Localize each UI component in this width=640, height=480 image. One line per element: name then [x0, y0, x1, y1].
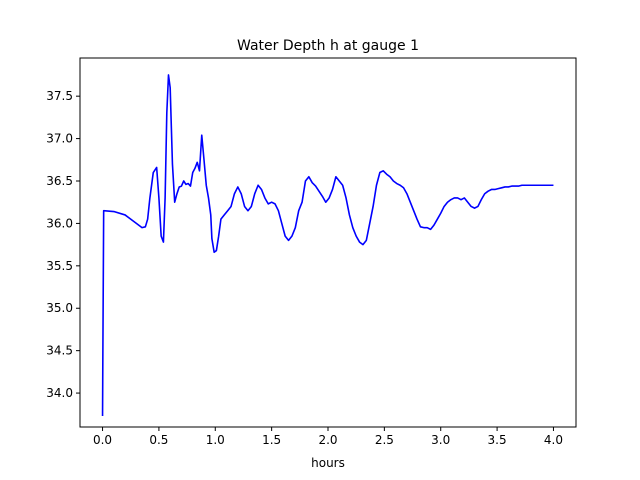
y-tick-label: 37.5 — [46, 89, 73, 103]
y-tick-label: 35.5 — [46, 259, 73, 273]
x-tick-label: 3.0 — [431, 433, 450, 447]
x-tick-label: 2.5 — [375, 433, 394, 447]
x-axis: 0.0 0.5 1.0 1.5 2.0 2.5 3.0 3.5 4.0 — [93, 427, 563, 447]
axes-frame — [79, 57, 577, 428]
y-tick-label: 35.0 — [46, 301, 73, 315]
x-tick-label: 1.5 — [262, 433, 281, 447]
x-tick-label: 1.0 — [206, 433, 225, 447]
y-tick-label: 37.0 — [46, 132, 73, 146]
chart-title: Water Depth h at gauge 1 — [237, 38, 419, 54]
series-line-0 — [101, 74, 554, 416]
x-axis-label: hours — [311, 456, 345, 470]
x-tick-label: 3.5 — [488, 433, 507, 447]
y-tick-label: 34.5 — [46, 344, 73, 358]
y-tick-label: 34.0 — [46, 386, 73, 400]
x-tick-label: 0.5 — [149, 433, 168, 447]
y-tick-label: 36.5 — [46, 174, 73, 188]
x-tick-label: 4.0 — [544, 433, 563, 447]
y-tick-label: 36.0 — [46, 216, 73, 230]
x-tick-label: 2.0 — [318, 433, 337, 447]
x-tick-label: 0.0 — [93, 433, 112, 447]
y-axis: 34.0 34.5 35.0 35.5 36.0 36.5 37.0 37.5 — [46, 89, 80, 400]
plot-area — [101, 74, 554, 416]
